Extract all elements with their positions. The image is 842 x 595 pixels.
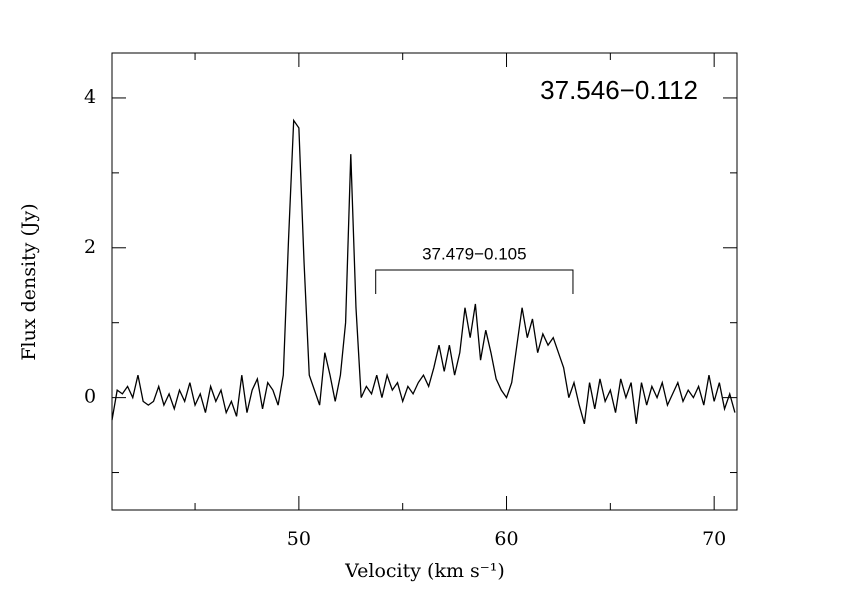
y-tick-label: 2 [84, 236, 96, 258]
plot-frame [111, 52, 738, 511]
annotation-bracket [375, 269, 574, 294]
y-axis-label: Flux density (Jy) [18, 203, 40, 360]
x-tick-label: 70 [702, 528, 726, 550]
y-tick-label: 4 [84, 86, 96, 108]
y-tick-label: 0 [84, 386, 96, 408]
chart-title: 37.546−0.112 [540, 75, 698, 105]
x-axis-label: Velocity (km s⁻¹) [344, 560, 505, 582]
x-tick-label: 60 [494, 528, 518, 550]
spectrum-line [111, 118, 736, 425]
x-tick-label: 50 [287, 528, 311, 550]
annotation-label: 37.479−0.105 [422, 244, 526, 263]
